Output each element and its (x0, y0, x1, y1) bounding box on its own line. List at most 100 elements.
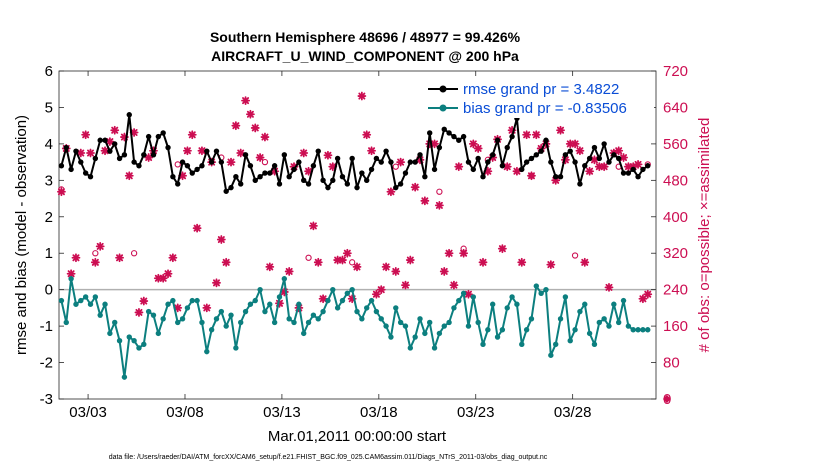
obs-possible-marker (174, 161, 181, 168)
obs-marker-stroke (334, 256, 342, 264)
obs-marker-stroke (590, 156, 598, 164)
obs-marker-stroke (96, 242, 104, 250)
obs-marker-stroke (455, 163, 463, 171)
obs-assimilated-marker (517, 257, 527, 267)
obs-assimilated-marker (197, 146, 207, 156)
obs-marker-stroke (183, 147, 191, 155)
bias-point (63, 319, 69, 326)
y-right-tick-label: 0 (663, 391, 671, 408)
obs-assimilated-marker (643, 289, 653, 299)
obs-assimilated-marker (309, 221, 318, 231)
obs-marker-stroke (106, 138, 114, 146)
rmse-point (354, 184, 360, 191)
obs-zero-marker (662, 395, 671, 403)
obs-assimilated-marker (124, 171, 134, 181)
obs-marker-stroke (440, 267, 448, 275)
obs-assimilated-marker (352, 262, 362, 272)
obs-assimilated-marker (590, 155, 599, 165)
obs-assimilated-marker (231, 121, 241, 131)
obs-marker-stroke (634, 160, 642, 168)
obs-assimilated-marker (386, 187, 396, 197)
y-tick-label: -2 (40, 355, 53, 372)
obs-assimilated-marker (202, 303, 212, 313)
obs-marker-stroke (116, 254, 124, 262)
obs-assimilated-marker (66, 269, 76, 279)
rmse-point (591, 144, 598, 151)
y-tick-label: -3 (40, 391, 53, 408)
obs-assimilated-marker (512, 166, 522, 176)
obs-assimilated-marker (396, 157, 406, 167)
obs-marker-stroke (338, 256, 346, 264)
bias-point (320, 308, 326, 315)
rmse-point (615, 155, 622, 162)
obs-marker-stroke (363, 131, 371, 139)
obs-possible-marker (58, 186, 65, 193)
obs-assimilated-marker (434, 200, 444, 210)
obs-marker-stroke (188, 131, 196, 139)
rmse-point (68, 166, 74, 173)
bias-point (208, 327, 215, 333)
bias-point (116, 337, 123, 344)
bias-point (233, 345, 239, 351)
bias-point (189, 297, 195, 304)
rmse-point (228, 184, 234, 191)
obs-marker-stroke (300, 149, 308, 157)
obs-marker-stroke (72, 254, 80, 262)
rmse-point (470, 166, 477, 173)
rmse-point (218, 159, 225, 165)
obs-assimilated-marker (241, 96, 250, 106)
bias-point (78, 297, 84, 304)
obs-marker-stroke (82, 131, 90, 139)
obs-assimilated-marker (183, 146, 192, 156)
bias-point (543, 286, 549, 293)
bias-point (58, 297, 65, 304)
obs-assimilated-marker (633, 159, 643, 169)
obs-assimilated-marker (444, 248, 454, 258)
obs-marker-stroke (86, 149, 94, 157)
bias-point (615, 319, 622, 326)
y-tick-label: 2 (45, 209, 53, 226)
bias-point (107, 330, 113, 337)
obs-marker-stroke (605, 283, 613, 291)
bias-point (218, 308, 225, 315)
obs-marker-stroke (212, 279, 220, 287)
obs-marker-stroke (624, 163, 632, 171)
obs-assimilated-marker (449, 280, 459, 290)
bias-point (165, 301, 171, 307)
rmse-point (276, 181, 283, 187)
bias-point (596, 319, 603, 326)
rmse-point (436, 144, 443, 151)
rmse-point (165, 144, 171, 151)
bias-point (315, 316, 321, 322)
bias-point (640, 327, 646, 333)
obs-marker-stroke (203, 304, 211, 312)
rmse-point (359, 170, 365, 176)
bias-point (509, 294, 515, 300)
bias-point (625, 323, 632, 329)
bias-point (494, 334, 501, 340)
rmse-point (567, 148, 573, 154)
obs-assimilated-marker (212, 278, 221, 288)
legend-rmse-label: rmse grand pr = 3.4822 (463, 81, 619, 98)
obs-assimilated-marker (604, 282, 614, 292)
rmse-point (92, 155, 99, 162)
obs-assimilated-marker (71, 253, 81, 263)
obs-marker-stroke (518, 258, 526, 266)
obs-marker-stroke (261, 133, 269, 141)
bias-point (305, 319, 312, 326)
obs-assimilated-marker (105, 137, 115, 147)
y-tick-label: 5 (45, 99, 53, 116)
obs-marker-stroke (256, 154, 264, 162)
bias-point (417, 316, 423, 322)
bias-point (339, 297, 346, 304)
bias-point (131, 337, 137, 344)
obs-marker-stroke (411, 183, 419, 191)
y-tick-label: 3 (45, 172, 53, 189)
obs-marker-stroke (615, 147, 623, 155)
obs-marker-stroke (644, 290, 652, 298)
bias-point (349, 286, 355, 293)
rmse-point (349, 155, 355, 162)
obs-marker-stroke (431, 140, 439, 148)
obs-marker-stroke (368, 147, 376, 155)
rmse-point (499, 163, 506, 169)
